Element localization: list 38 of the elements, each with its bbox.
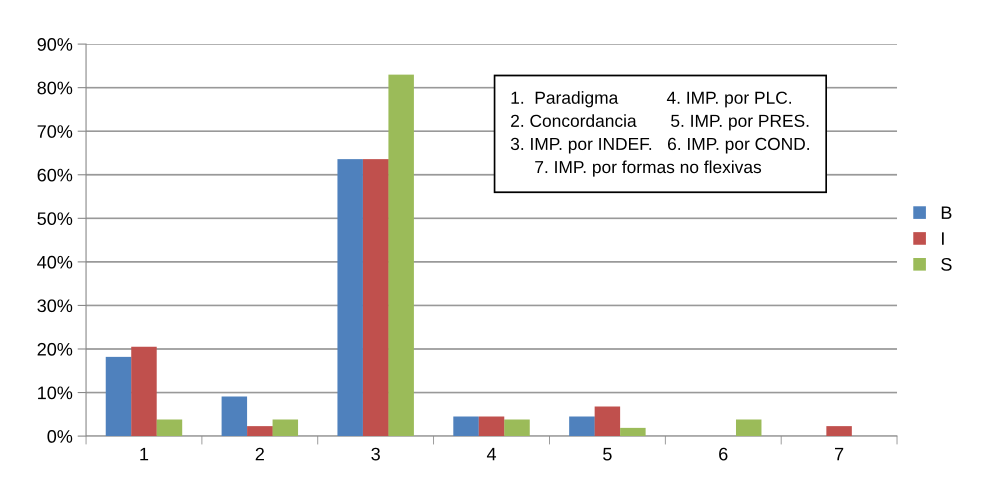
y-tick-label: 10%: [38, 386, 72, 400]
y-tick-label: 60%: [38, 168, 72, 182]
y-tick-label: 50%: [37, 212, 72, 226]
annotation: 1. Paradigma 4. IMP. por PLC. 2. Concordancia 5. IMP. por PRES. 3. IMP. por INDEF. 6. IMP. por COND. 7. IMP. por formas no flexivas: [510, 91, 809, 177]
y-tick-label: 40%: [37, 256, 72, 269]
bar: [272, 420, 298, 436]
bar: [594, 406, 620, 436]
x-tick-label: 4: [486, 448, 496, 460]
bar: [620, 428, 646, 436]
legend-label: S: [941, 258, 952, 271]
x-tick-label: 3: [371, 448, 380, 460]
x-tick-label: 2: [256, 448, 264, 460]
x-tick-label: 7: [835, 448, 844, 460]
x-tick-label: 5: [603, 448, 612, 460]
bar: [247, 426, 273, 436]
y-tick-label: 80%: [37, 82, 72, 94]
bar: [736, 420, 762, 436]
bar: [362, 159, 388, 436]
bar: [453, 416, 479, 436]
y-tick-label: 90%: [38, 38, 72, 51]
bar: [388, 74, 414, 436]
bar: [569, 416, 595, 436]
bar: [478, 416, 504, 436]
bar: [131, 346, 157, 436]
bar: [337, 159, 363, 436]
bar: [222, 396, 248, 436]
y-tick-label: 30%: [37, 299, 72, 312]
y-tick-label: 20%: [38, 342, 72, 356]
legend-label: I: [942, 232, 944, 245]
bar: [826, 426, 852, 436]
y-tick-label: 70%: [38, 125, 72, 138]
bar: [504, 420, 530, 436]
bar: [156, 420, 182, 436]
legend-label: B: [942, 206, 952, 219]
y-tick-label: 0%: [47, 430, 72, 443]
x-tick-label: 1: [140, 448, 148, 460]
x-tick-label: 6: [719, 448, 728, 460]
bar: [106, 356, 132, 436]
